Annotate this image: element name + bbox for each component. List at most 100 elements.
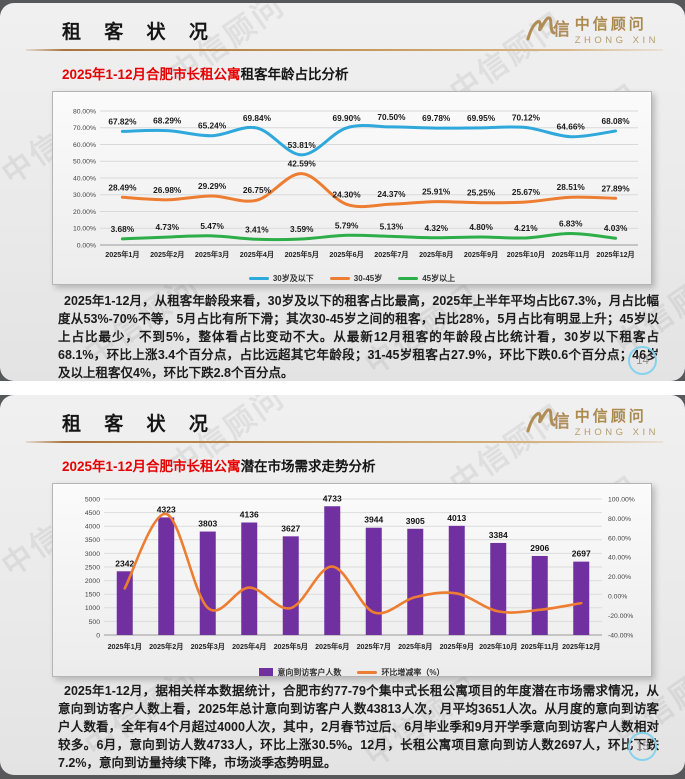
- svg-text:69.78%: 69.78%: [422, 113, 451, 123]
- svg-text:1500: 1500: [85, 592, 100, 599]
- svg-text:2025年12月: 2025年12月: [562, 642, 600, 651]
- svg-text:3000: 3000: [85, 551, 100, 558]
- svg-text:100.00%: 100.00%: [608, 496, 635, 503]
- svg-text:4323: 4323: [157, 504, 176, 514]
- svg-text:5.13%: 5.13%: [380, 221, 404, 231]
- svg-text:24.30%: 24.30%: [333, 189, 362, 199]
- svg-text:0.00%: 0.00%: [77, 242, 96, 249]
- svg-text:3.59%: 3.59%: [290, 224, 314, 234]
- zhongxin-logo: 信 中信顾问 ZHONG XIN: [525, 12, 659, 46]
- svg-text:2025年6月: 2025年6月: [329, 250, 363, 259]
- svg-text:4000: 4000: [85, 524, 100, 531]
- zhongxin-logo-glyph-icon: 信: [526, 16, 569, 41]
- svg-text:80.00%: 80.00%: [73, 108, 96, 115]
- svg-text:4.03%: 4.03%: [604, 223, 628, 233]
- market-demand-chart-canvas: 0 500 1000 1500 2000 2500 3000 3500 4000 4500 5000…: [85, 493, 635, 651]
- legend-label: 45岁以上: [422, 273, 456, 283]
- legend-label: 环比增减率（%）: [381, 667, 445, 677]
- logo-en-label: ZHONG XIN: [574, 34, 659, 46]
- slide-separator: [0, 381, 685, 395]
- logo-cn-label: 中信顾问: [574, 15, 647, 33]
- svg-text:69.90%: 69.90%: [333, 113, 362, 123]
- bar-labels-visitors: 2342 4323 3803 4136 3627 4733 3944 3905 4013 3384…: [115, 493, 591, 568]
- slide-tenant-age-ratio: 中信顾问 中信顾问 中信顾问 中信顾问 中信顾问 中信顾问 中信顾问 中信顾问 …: [0, 3, 685, 381]
- svg-text:70.12%: 70.12%: [512, 113, 541, 123]
- section-title-market-demand: 2025年1-12月合肥市长租公寓潜在市场需求走势分析: [62, 455, 376, 475]
- svg-text:26.75%: 26.75%: [243, 185, 272, 195]
- section-title-black: 潜在市场需求走势分析: [240, 459, 376, 474]
- x-axis-labels: 2025年1月 2025年2月 2025年3月 2025年4月 2025年5月 2025年…: [108, 642, 601, 651]
- svg-text:3905: 3905: [406, 516, 425, 526]
- svg-text:25.67%: 25.67%: [512, 187, 541, 197]
- svg-text:4.21%: 4.21%: [514, 223, 538, 233]
- svg-text:64.66%: 64.66%: [557, 122, 586, 132]
- header-divider: [26, 441, 663, 443]
- svg-text:2025年4月: 2025年4月: [240, 250, 274, 259]
- series-line-over45: [120, 232, 618, 242]
- slide-header-title: 租 客 状 况: [62, 414, 217, 435]
- svg-text:2025年9月: 2025年9月: [440, 642, 474, 651]
- section-title-age-ratio: 2025年1-12月合肥市长租公寓租客年龄占比分析: [62, 63, 349, 83]
- slide-header-title: 租 客 状 况: [62, 22, 217, 43]
- svg-text:2342: 2342: [115, 558, 134, 568]
- analysis-paragraph: 2025年1-12月，据相关样本数据统计，合肥市约77-79个集中式长租公寓项目…: [58, 684, 659, 770]
- analysis-paragraph: 2025年1-12月，从租客年龄段来看，30岁及以下的租客占比最高，2025年上…: [58, 294, 659, 380]
- age-ratio-line-chart: 0.00% 10.00% 20.00% 30.00% 40.00% 50.00% 60.00…: [52, 91, 652, 285]
- svg-text:67.82%: 67.82%: [108, 116, 137, 126]
- svg-text:30.00%: 30.00%: [73, 192, 96, 199]
- svg-text:20.00%: 20.00%: [73, 209, 96, 216]
- svg-text:65.24%: 65.24%: [198, 121, 227, 131]
- svg-text:2025年9月: 2025年9月: [464, 250, 498, 259]
- svg-text:2906: 2906: [530, 543, 549, 553]
- logo-cn-label: 中信顾问: [574, 407, 647, 425]
- svg-text:2025年4月: 2025年4月: [232, 642, 266, 651]
- page-number-badge: 15: [628, 732, 657, 761]
- svg-text:4136: 4136: [240, 510, 259, 520]
- section-title-red: 2025年1-12月合肥市长租公寓: [62, 459, 241, 474]
- legend-swatch-icon: [248, 276, 269, 280]
- svg-text:2025年11月: 2025年11月: [521, 642, 559, 651]
- y-axis-left-labels: 0 500 1000 1500 2000 2500 3000 3500 4000 4500 5000: [85, 496, 100, 639]
- zhongxin-logo: 信 中信顾问 ZHONG XIN: [525, 404, 659, 438]
- svg-text:69.95%: 69.95%: [467, 113, 496, 123]
- bars-visitors: [116, 506, 590, 635]
- svg-text:2025年8月: 2025年8月: [398, 642, 432, 651]
- section-title-red: 2025年1-12月合肥市长租公寓: [62, 67, 241, 82]
- svg-text:2025年1月: 2025年1月: [105, 250, 139, 259]
- svg-text:4500: 4500: [85, 510, 100, 517]
- svg-text:24.37%: 24.37%: [377, 189, 406, 199]
- svg-text:5.47%: 5.47%: [200, 221, 224, 231]
- x-axis-labels: 2025年1月 2025年2月 2025年3月 2025年4月 2025年5月 2025年…: [105, 250, 635, 259]
- legend-label: 30-45岁: [353, 273, 383, 283]
- logo-en-label: ZHONG XIN: [574, 426, 659, 438]
- age-ratio-chart-legend: 30岁及以下 30-45岁 45岁以上: [56, 270, 648, 286]
- svg-text:2500: 2500: [85, 564, 100, 571]
- svg-text:68.29%: 68.29%: [153, 116, 182, 126]
- svg-text:25.91%: 25.91%: [422, 187, 451, 197]
- svg-text:2000: 2000: [85, 578, 100, 585]
- market-demand-chart-legend: 意向到访客户人数 环比增减率（%）: [56, 664, 648, 680]
- header-divider: [26, 49, 663, 51]
- svg-text:2025年6月: 2025年6月: [315, 642, 349, 651]
- svg-text:2025年2月: 2025年2月: [150, 250, 184, 259]
- svg-text:4.73%: 4.73%: [155, 222, 179, 232]
- svg-text:信: 信: [553, 19, 569, 39]
- series-labels-over45: 3.68% 4.73% 5.47% 3.41% 3.59% 5.79% 5.13% 4.32%…: [111, 219, 628, 235]
- svg-text:2025年5月: 2025年5月: [274, 642, 308, 651]
- svg-text:2025年1月: 2025年1月: [108, 642, 142, 651]
- svg-text:4733: 4733: [323, 493, 342, 503]
- zhongxin-logo-text: 中信顾问 ZHONG XIN: [575, 13, 659, 46]
- svg-text:60.00%: 60.00%: [73, 142, 96, 149]
- svg-text:2025年3月: 2025年3月: [195, 250, 229, 259]
- grid-lines: [104, 498, 602, 636]
- svg-text:28.51%: 28.51%: [557, 182, 586, 192]
- svg-text:4.80%: 4.80%: [469, 222, 493, 232]
- svg-text:27.89%: 27.89%: [602, 183, 631, 193]
- legend-swatch-icon: [357, 670, 378, 674]
- svg-text:3384: 3384: [489, 530, 508, 540]
- y-axis-right-labels: -40.00% -20.00% 0.00% 20.00% 40.00% 60.00% 80.…: [608, 496, 635, 639]
- svg-text:2025年12月: 2025年12月: [596, 250, 634, 259]
- svg-text:80.00%: 80.00%: [608, 516, 631, 523]
- svg-text:3944: 3944: [364, 515, 383, 525]
- svg-text:5.79%: 5.79%: [335, 220, 359, 230]
